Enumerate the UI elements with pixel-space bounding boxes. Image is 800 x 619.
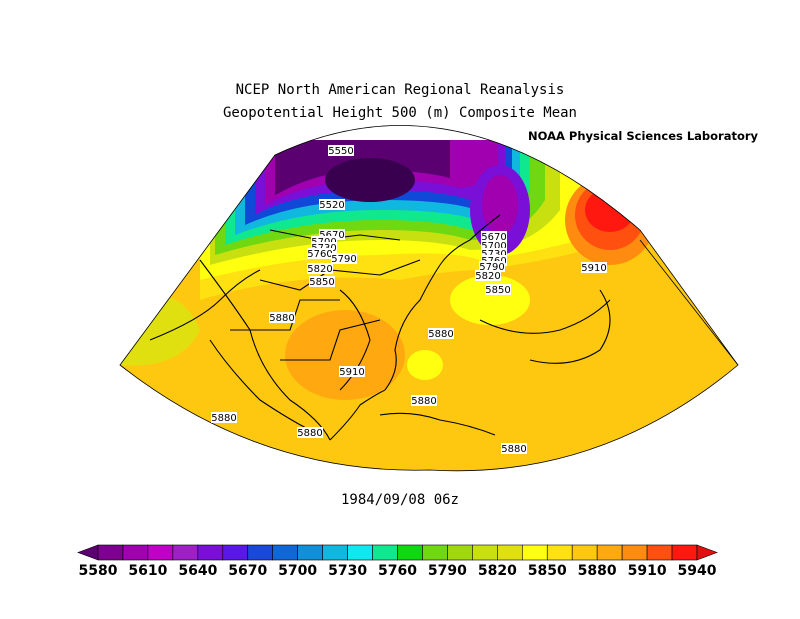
colorbar-swatch: [397, 544, 423, 561]
contour-label: 5880: [411, 395, 437, 407]
svg-text:5910: 5910: [581, 263, 606, 274]
colorbar-arrow-high: [696, 544, 718, 561]
colorbar-swatch: [97, 544, 124, 561]
colorbar-swatch: [372, 544, 398, 561]
contour-label: 5850: [485, 284, 511, 296]
svg-text:5820: 5820: [307, 264, 332, 275]
svg-text:5850: 5850: [485, 285, 510, 296]
contour-label: 5910: [581, 262, 607, 274]
colorbar-swatch: [521, 544, 548, 561]
colorbar-swatch: [322, 544, 348, 561]
colorbar-swatch: [297, 544, 323, 561]
contour-label: 5850: [309, 276, 335, 288]
svg-text:5670: 5670: [481, 232, 506, 243]
colorbar-swatch: [422, 544, 448, 561]
colorbar-tick-label: 5730: [328, 563, 367, 579]
colorbar-swatch: [172, 544, 199, 561]
colorbar-swatch: [621, 544, 648, 561]
colorbar-swatch: [147, 544, 174, 561]
svg-text:5520: 5520: [319, 200, 344, 211]
colorbar-swatch: [497, 544, 523, 561]
contour-label: 5550: [328, 145, 354, 157]
contour-labels: 5550 5520 5670 5700 5730 5760 5790 5820 …: [211, 145, 607, 455]
colorbar-tick-label: 5820: [478, 563, 517, 579]
colorbar-tick-label: 5880: [578, 563, 617, 579]
colorbar-swatch: [472, 544, 498, 561]
colorbar-swatch: [247, 544, 274, 561]
chart-title-line-2: Geopotential Height 500 (m) Composite Me…: [222, 105, 577, 121]
contour-label: 5670: [319, 229, 345, 241]
domain-outline: [119, 125, 739, 472]
colorbar-swatch: [571, 544, 598, 561]
coastlines: [149, 214, 611, 441]
colorbar-swatch: [671, 544, 698, 561]
colorbar-swatch: [646, 544, 673, 561]
svg-text:5790: 5790: [331, 254, 356, 265]
svg-text:5880: 5880: [411, 396, 436, 407]
svg-text:5730: 5730: [481, 249, 506, 260]
date-label: 1984/09/08 06z: [340, 492, 459, 508]
lab-name: Physical Sciences Laboratory: [568, 129, 759, 143]
svg-text:5880: 5880: [269, 313, 294, 324]
contour-label: 5880: [211, 412, 237, 424]
svg-text:5700: 5700: [481, 241, 506, 252]
contour-label: 5790: [331, 253, 357, 265]
contour-label: 5820: [475, 270, 501, 282]
colorbar-tick-label: 5700: [278, 563, 317, 579]
contour-label: 5880: [501, 443, 527, 455]
chart-title-line-1: NCEP North American Regional Reanalysis: [235, 82, 565, 98]
colorbar-swatch: [596, 544, 623, 561]
colorbar-tick-label: 5850: [528, 563, 567, 579]
contour-label: 5760: [307, 248, 333, 260]
colorbar-swatch: [546, 544, 573, 561]
svg-text:5880: 5880: [501, 444, 526, 455]
contour-label: 5880: [428, 328, 454, 340]
noaa-logo-text: NOAA: [528, 129, 565, 143]
colorbar-tick-label: 5640: [178, 563, 217, 579]
colorbar: 5580 5610 5640 5670 5700 5730 5760 5790 5820 5850…: [77, 544, 718, 579]
colorbar-arrow-low: [77, 544, 99, 561]
contour-label: 5670: [481, 231, 507, 243]
svg-text:5670: 5670: [319, 230, 344, 241]
colorbar-swatch: [222, 544, 249, 561]
colorbar-swatch: [447, 544, 473, 561]
contour-label: 5700: [481, 240, 507, 252]
contour-label: 5910: [339, 366, 365, 378]
colorbar-tick-label: 5790: [428, 563, 467, 579]
contour-label: 5880: [269, 312, 295, 324]
svg-text:5910: 5910: [339, 367, 364, 378]
colorbar-tick-label: 5670: [228, 563, 267, 579]
colorbar-swatch: [347, 544, 373, 561]
contour-label: 5820: [307, 263, 333, 275]
colorbar-swatch: [272, 544, 298, 561]
colorbar-tick-label: 5910: [628, 563, 667, 579]
svg-text:5880: 5880: [297, 428, 322, 439]
colorbar-swatch: [122, 544, 149, 561]
contour-label: 5880: [297, 427, 323, 439]
colorbar-tick-label: 5760: [378, 563, 417, 579]
contour-label: 5520: [319, 199, 345, 211]
lab-credit: NOAA Physical Sciences Laboratory: [528, 129, 758, 143]
svg-text:5850: 5850: [309, 277, 334, 288]
contour-label: 5790: [479, 261, 505, 273]
svg-text:5760: 5760: [307, 249, 332, 260]
contour-label: 5730: [481, 248, 507, 260]
svg-text:5550: 5550: [328, 146, 353, 157]
colorbar-swatch: [197, 544, 224, 561]
svg-text:5880: 5880: [211, 413, 236, 424]
colorbar-tick-label: 5940: [678, 563, 717, 579]
svg-text:5880: 5880: [428, 329, 453, 340]
colorbar-tick-label: 5580: [79, 563, 118, 579]
svg-text:5820: 5820: [475, 271, 500, 282]
colorbar-tick-label: 5610: [128, 563, 167, 579]
svg-text:5790: 5790: [479, 262, 504, 273]
